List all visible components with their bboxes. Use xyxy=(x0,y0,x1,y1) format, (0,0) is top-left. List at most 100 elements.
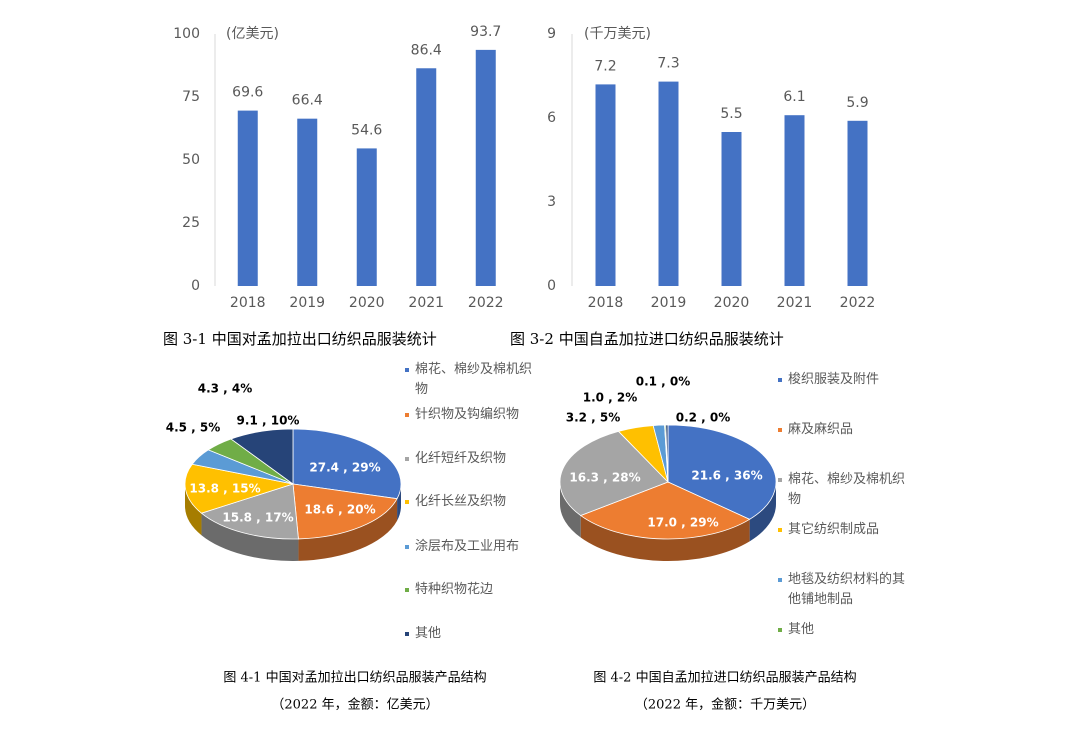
legend-swatch xyxy=(778,528,782,532)
legend-item: 针织物及钩编织物 xyxy=(405,405,533,425)
bar xyxy=(595,84,616,287)
x-tick-label: 2022 xyxy=(840,295,876,311)
bar xyxy=(658,81,679,286)
legend-swatch xyxy=(778,478,782,482)
value-label: 1.0 , 2% xyxy=(583,391,638,405)
value-label: 69.6 xyxy=(232,85,263,101)
legend-swatch xyxy=(405,413,409,417)
value-label: 7.3 xyxy=(657,56,679,72)
legend-label: 其他 xyxy=(788,622,815,637)
legend-item: 其他 xyxy=(405,624,533,644)
value-label: 86.4 xyxy=(411,42,442,58)
bar xyxy=(475,49,496,286)
legend-swatch xyxy=(778,378,782,382)
y-tick-label: 6 xyxy=(547,110,556,126)
legend-label: 其他 xyxy=(415,626,442,641)
unit-label: (亿美元) xyxy=(226,26,279,42)
legend-item: 麻及麻织品 xyxy=(778,420,906,440)
unit-label: (千万美元) xyxy=(584,26,651,42)
legend-label: 涂层布及工业用布 xyxy=(415,539,520,554)
bar xyxy=(356,148,377,286)
legend-label: 其它纺织制成品 xyxy=(788,522,880,537)
legend-item: 梭织服装及附件 xyxy=(778,370,906,390)
caption-subtitle: （2022 年，金额：千万美元） xyxy=(635,697,815,713)
slice xyxy=(292,483,398,540)
legend-label: 特种织物花边 xyxy=(415,582,494,597)
slice-side xyxy=(749,482,776,542)
y-tick-label: 100 xyxy=(173,26,200,42)
legend-swatch xyxy=(778,628,782,632)
slice xyxy=(579,481,751,540)
slice-side xyxy=(201,513,299,561)
x-tick-label: 2020 xyxy=(349,295,385,311)
x-tick-label: 2020 xyxy=(714,295,750,311)
value-label: 3.2 , 5% xyxy=(566,411,621,425)
legend-swatch xyxy=(405,588,409,592)
y-tick-label: 3 xyxy=(547,194,556,210)
x-tick-label: 2021 xyxy=(777,295,813,311)
value-label: 0.2 , 0% xyxy=(676,411,731,425)
legend-item: 棉花、棉纱及棉机织物 xyxy=(405,360,533,400)
legend-swatch xyxy=(405,368,409,372)
legend-item: 化纤长丝及织物 xyxy=(405,492,533,512)
value-label: 4.3 , 4% xyxy=(198,382,253,396)
x-tick-label: 2019 xyxy=(651,295,687,311)
slice-side xyxy=(560,482,581,538)
legend-swatch xyxy=(778,428,782,432)
value-label: 9.1 , 10% xyxy=(237,414,300,428)
x-tick-label: 2018 xyxy=(230,295,266,311)
legend-label: 梭织服装及附件 xyxy=(788,372,880,387)
caption: 图 3-1 中国对孟加拉出口纺织品服装统计 xyxy=(163,330,437,348)
value-label: 17.0 , 29% xyxy=(647,516,718,530)
slice xyxy=(230,428,294,485)
value-label: 5.9 xyxy=(846,95,868,111)
slice xyxy=(200,483,299,540)
slice xyxy=(184,463,294,514)
bar xyxy=(721,132,742,286)
legend-item: 其它纺织制成品 xyxy=(778,520,906,540)
slice xyxy=(559,430,669,517)
value-label: 21.6 , 36% xyxy=(691,469,762,483)
value-label: 6.1 xyxy=(783,89,805,105)
legend-item: 涂层布及工业用布 xyxy=(405,537,533,557)
y-tick-label: 25 xyxy=(182,215,200,231)
value-label: 16.3 , 28% xyxy=(569,471,640,485)
value-label: 27.4 , 29% xyxy=(309,461,380,475)
legend-item: 棉花、棉纱及棉机织物 xyxy=(778,470,906,510)
value-label: 54.6 xyxy=(351,122,382,138)
legend-item: 其他 xyxy=(778,620,906,640)
value-label: 7.2 xyxy=(594,58,616,74)
legend-swatch xyxy=(405,632,409,636)
slice-side xyxy=(397,484,401,521)
bar xyxy=(416,68,437,286)
value-label: 13.8 , 15% xyxy=(189,482,260,496)
bar xyxy=(784,115,805,286)
legend-label: 针织物及钩编织物 xyxy=(415,407,520,422)
caption: 图 3-2 中国自孟加拉进口纺织品服装统计 xyxy=(510,330,784,348)
legend-label: 化纤长丝及织物 xyxy=(415,494,507,509)
x-tick-label: 2019 xyxy=(289,295,325,311)
value-label: 18.6 , 20% xyxy=(304,503,375,517)
legend-label: 棉花、棉纱及棉机织物 xyxy=(788,472,906,507)
legend-swatch xyxy=(405,457,409,461)
y-tick-label: 0 xyxy=(191,278,200,294)
legend-item: 地毯及纺织材料的其他铺地制品 xyxy=(778,570,906,610)
slice-side xyxy=(185,484,202,536)
legend-item: 化纤短纤及织物 xyxy=(405,449,533,469)
legend-item: 特种织物花边 xyxy=(405,580,533,600)
legend-label: 化纤短纤及织物 xyxy=(415,451,507,466)
slice-side xyxy=(298,498,398,561)
legend-swatch xyxy=(405,500,409,504)
bar xyxy=(847,120,868,286)
value-label: 0.1 , 0% xyxy=(636,375,691,389)
value-label: 93.7 xyxy=(470,24,501,40)
legend-label: 麻及麻织品 xyxy=(788,422,854,437)
caption-subtitle: （2022 年，金额：亿美元） xyxy=(271,697,438,713)
bar xyxy=(237,110,258,286)
x-tick-label: 2018 xyxy=(588,295,624,311)
y-tick-label: 0 xyxy=(547,278,556,294)
value-label: 5.5 xyxy=(720,106,742,122)
slice xyxy=(667,424,777,520)
